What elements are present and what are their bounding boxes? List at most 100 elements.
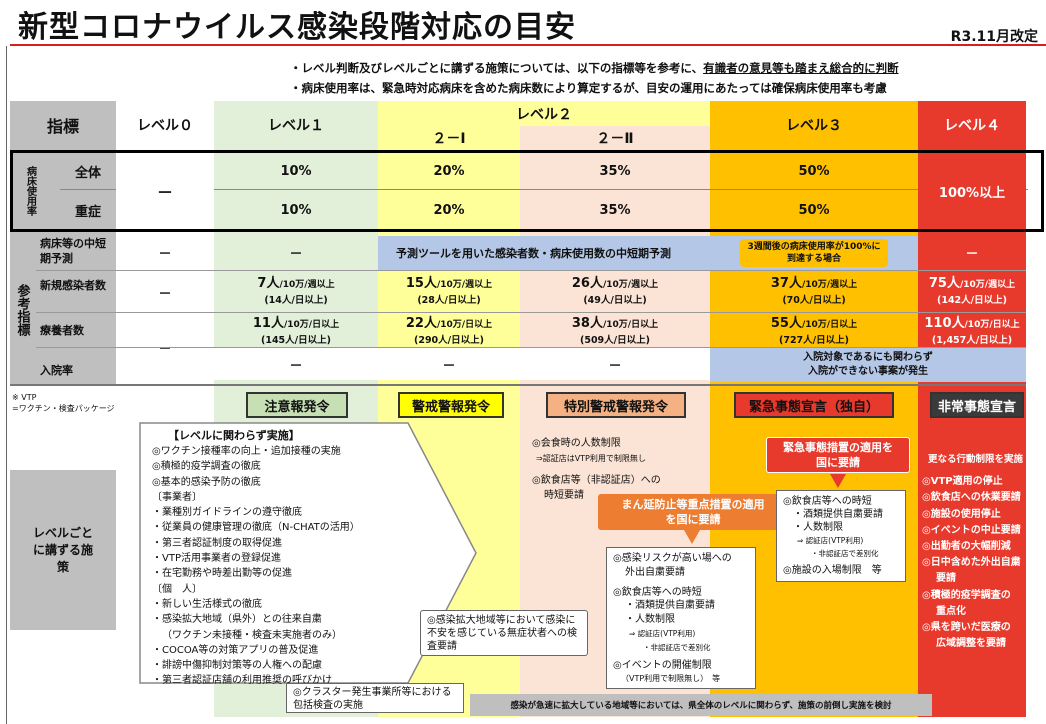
l4-line: ◎積極的疫学調査の xyxy=(922,589,1011,601)
common-line: ・COCOA等の対策アプリの普及促進 xyxy=(152,644,319,656)
bed-level4: 100%以上 xyxy=(918,153,1026,229)
common-line: ・在宅勤務や時差出勤等の促進 xyxy=(152,568,292,580)
ref-label: 参考指標 xyxy=(14,284,30,336)
common-line: ・従業員の健康管理の徹底（N-CHATの活用） xyxy=(152,522,360,534)
header-level1: レベル１ xyxy=(268,118,324,134)
ref-forecast-level0: － xyxy=(116,236,214,268)
l3r-line: ◎飲食店等への時短 xyxy=(783,496,872,507)
l3-line: ◎イベントの開催制限 xyxy=(613,659,712,671)
ref-new-level4-num: 75人 xyxy=(928,276,960,291)
ref-care-level1-unit: /10万/日以上 xyxy=(283,320,340,330)
measures-label-bg xyxy=(10,470,116,630)
ref-hosp-level3-4: 入院対象であるにも関わらず入院ができない事案が発生 xyxy=(710,348,1026,382)
ref-care-level2-1-unit: /10万/日以上 xyxy=(436,320,493,330)
common-line: ◎ワクチン接種率の向上・追加接種の実施 xyxy=(152,446,341,457)
bed-label: 病床使用率 xyxy=(24,166,36,216)
level4-measures: 更なる行動制限を実施 ◎VTP適用の停止 ◎飲食店への休業要請 ◎施設の使用停止… xyxy=(922,452,1023,652)
ref-care-level2-2-num: 38人 xyxy=(571,316,603,331)
ref-care-level3-day: (727人/日以上) xyxy=(779,335,849,346)
l22-line: 時短要請 xyxy=(544,489,584,501)
row-sep-3 xyxy=(36,347,1026,348)
bottom-note-bar: 感染が急速に拡大している地域等においては、県全体のレベルに関わらず、施策の前倒し… xyxy=(470,694,932,716)
ref-care-level4-day: (1,457人/日以上) xyxy=(931,335,1013,346)
header-level2: レベル２ xyxy=(516,106,572,123)
ref-new-level2-2-num: 26人 xyxy=(571,276,603,291)
ref-care-level2-2-unit: /10万/日以上 xyxy=(602,320,659,330)
bed-severe-label: 重症 xyxy=(74,204,101,220)
l22-line: ◎飲食店等（非認証店）への xyxy=(532,475,661,486)
cluster-testing-box: ◎クラスター発生事業所等における包括検査の実施 xyxy=(286,683,464,713)
ref-care-level4-unit: /10万/日以上 xyxy=(964,320,1020,330)
bed-level2-2-severe: 35% xyxy=(599,202,631,218)
bed-level3-all: 50% xyxy=(798,163,830,179)
l4-line: 更なる行動制限を実施 xyxy=(928,454,1024,465)
l3r-line: ・非認証店で差別化 xyxy=(811,549,879,558)
ref-new-level1-unit: /10万/週以上 xyxy=(279,280,335,290)
l22-line: ◎会食時の人数制限 xyxy=(532,438,621,449)
common-line: ・VTP活用事業者の登録促進 xyxy=(152,553,281,565)
l4-line: ◎県を跨いだ医療の xyxy=(922,622,1011,634)
l4-line: ◎出勤者の大幅削減 xyxy=(922,541,1011,553)
ref-new-level3-day: (70人/日以上) xyxy=(782,295,846,306)
left-frame-line xyxy=(6,46,7,724)
ref-new-level3-num: 37人 xyxy=(770,276,802,291)
ref-care-level1: 11人/10万/日以上 (145人/日以上) xyxy=(214,316,378,348)
l3-line: （VTP利用で制限無し） 等 xyxy=(621,674,721,684)
pill-level4: 非常事態宣言 xyxy=(930,392,1024,418)
ref-new-level2-1-num: 15人 xyxy=(405,276,437,291)
pill-level1: 注意報発令 xyxy=(246,392,348,418)
l22-line: ⇒認証店はVTP利用で制限無し xyxy=(536,453,646,463)
header-level0: レベル０ xyxy=(137,118,193,134)
pill-level2-2: 特別警戒警報発令 xyxy=(546,392,686,418)
note-line-1-b: 有識者の意見等も踏まえ総合的に判断 xyxy=(703,61,899,75)
l3-line: ・人数制限 xyxy=(625,614,675,626)
ref-new-level1-day: (14人/日以上) xyxy=(264,295,328,306)
ref-care-level2-1-num: 22人 xyxy=(405,316,437,331)
ref-care-level1-num: 11人 xyxy=(252,316,284,331)
l3-line: ・非認証店で差別化 xyxy=(643,642,711,652)
common-line: ・業種別ガイドラインの遵守徹底 xyxy=(152,507,302,519)
row-sep-2 xyxy=(36,312,1026,313)
ref-care-level3-unit: /10万/日以上 xyxy=(801,320,858,330)
row-sep-1 xyxy=(36,270,1026,271)
common-line: ◎基本的感染予防の徹底 xyxy=(152,476,261,488)
header-level2-1: ２－Ⅰ xyxy=(432,130,466,147)
l3r-line: ・人数制限 xyxy=(793,522,843,533)
common-title: 【レベルに関わらず実施】 xyxy=(168,429,300,442)
common-line: ◎積極的疫学調査の徹底 xyxy=(152,461,261,473)
header-indicator: 指標 xyxy=(46,117,79,136)
level2-header-bg xyxy=(378,101,710,126)
l3-line: 外出自粛要請 xyxy=(625,566,685,578)
bed-level2-1-severe: 20% xyxy=(433,202,465,218)
ref-forecast-label: 病床等の中短期予測 xyxy=(40,237,106,265)
ref-new-level2-2-day: (49人/日以上) xyxy=(583,295,647,306)
l3-line: ◎感染リスクが高い場への xyxy=(613,553,732,564)
header-level3: レベル３ xyxy=(786,118,842,134)
kinkyu-request-box: 緊急事態措置の適用を国に要請 xyxy=(766,437,910,473)
bed-level1-severe: 10% xyxy=(280,202,312,218)
level3-measures-box: ◎感染リスクが高い場への 外出自粛要請 ◎飲食店等への時短 ・酒類提供自粛要請 … xyxy=(606,547,756,689)
ref-care-level1-day: (145人/日以上) xyxy=(261,335,331,346)
ref-hosp-level1: － xyxy=(289,358,303,374)
ref-new-level0: － xyxy=(116,272,214,312)
common-line: ・第三者認証制度の取得促進 xyxy=(152,537,282,549)
ref-forecast-level1: － xyxy=(289,246,303,262)
common-line: ・感染拡大地域（県外）との往来自粛 xyxy=(152,614,322,626)
bed-level2-1-all: 20% xyxy=(433,163,465,179)
l3-line: ・酒類提供自粛要請 xyxy=(625,600,715,612)
bed-level0: － xyxy=(116,153,214,229)
note-line-1-a: ・レベル判断及びレベルごとに講ずる施策については、以下の指標等を参考に、 xyxy=(290,61,704,75)
kinkyu-arrow-icon xyxy=(830,474,846,488)
ref-hosp-row-bg xyxy=(214,348,710,380)
l4-line: ◎飲食店への休業要請 xyxy=(922,492,1021,504)
header-level2-2: ２－Ⅱ xyxy=(596,130,634,147)
ref-care-level4-num: 110人 xyxy=(924,316,965,331)
ref-new-level4: 75人/10万/週以上 (142人/日以上) xyxy=(918,276,1026,308)
vtp-note-a: ※ VTP xyxy=(12,393,37,402)
level2-2-measures: ◎会食時の人数制限 ⇒認証店はVTP利用で制限無し ◎飲食店等（非認証店）への … xyxy=(532,437,661,503)
l4-line: ◎施設の使用停止 xyxy=(922,508,1001,520)
l4-line: 重点化 xyxy=(936,605,966,617)
note-line-2: ・病床使用率は、緊急時対応病床を含めた病床数により算定するが、目安の運用にあたっ… xyxy=(290,81,887,95)
page-title: 新型コロナウイルス感染段階対応の目安 xyxy=(18,10,576,45)
manen-request-box: まん延防止等重点措置の適用を国に要請 xyxy=(598,494,788,530)
